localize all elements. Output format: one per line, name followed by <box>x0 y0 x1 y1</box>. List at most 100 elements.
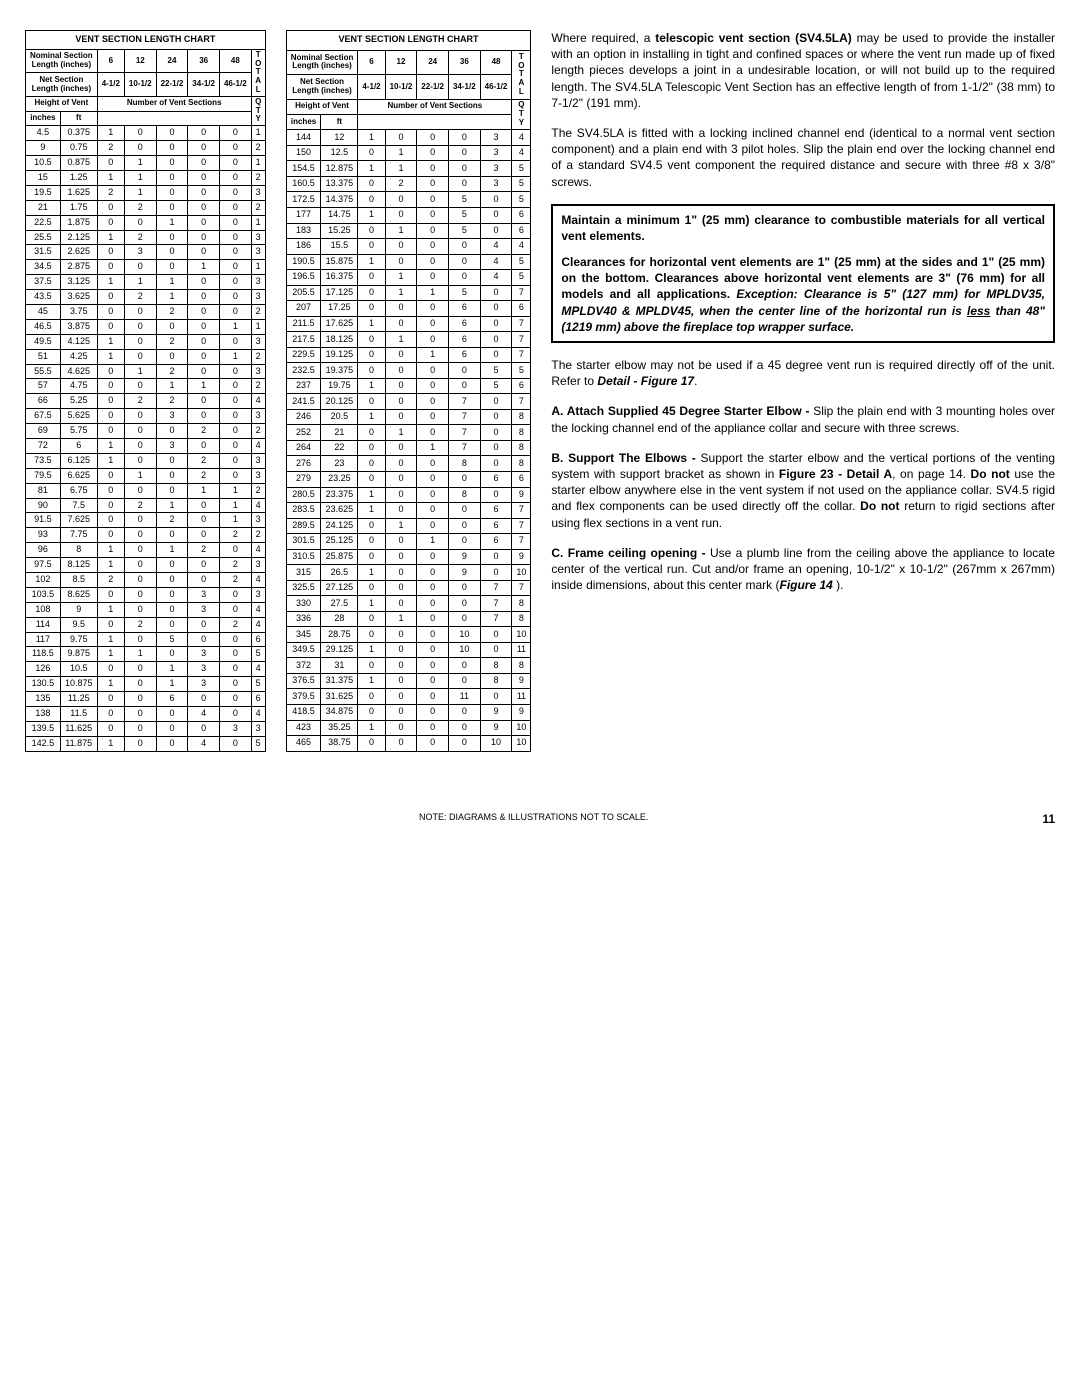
cell: 0 <box>417 316 449 332</box>
cell: 6 <box>448 332 480 348</box>
cell: 9 <box>448 565 480 581</box>
cell: 0 <box>219 543 251 558</box>
cell: 0 <box>358 534 385 550</box>
cell: 0 <box>385 658 417 674</box>
cell: 1 <box>385 611 417 627</box>
net-val: 4-1/2 <box>97 73 124 97</box>
col-head: 24 <box>156 49 188 72</box>
cell: 1 <box>124 275 156 290</box>
cell: 150 <box>286 145 321 161</box>
table-row: 26422001708 <box>286 440 531 456</box>
cell: 1 <box>188 483 220 498</box>
cell: 0 <box>219 468 251 483</box>
cell: 1 <box>219 349 251 364</box>
cell: 4 <box>480 239 512 255</box>
cell: 0 <box>385 394 417 410</box>
table-row: 67.55.625003003 <box>26 409 266 424</box>
cell: 0 <box>480 192 512 208</box>
net-val: 34-1/2 <box>448 75 480 100</box>
cell: 1 <box>358 378 385 394</box>
cell: 177 <box>286 207 321 223</box>
cell: 0 <box>188 230 220 245</box>
cell: 2 <box>251 483 265 498</box>
cell: 0 <box>219 692 251 707</box>
cell: 237 <box>286 378 321 394</box>
cell: 1 <box>358 130 385 146</box>
cell: 12.875 <box>321 161 358 177</box>
cell: 0 <box>358 285 385 301</box>
cell: 1 <box>219 319 251 334</box>
cell: 0 <box>188 156 220 171</box>
table-row: 665.25022004 <box>26 394 266 409</box>
cell: 0 <box>219 185 251 200</box>
table-row: 37231000088 <box>286 658 531 674</box>
cell: 79.5 <box>26 468 61 483</box>
cell: 0 <box>124 483 156 498</box>
table-row: 20717.25000606 <box>286 301 531 317</box>
table-row: 968101204 <box>26 543 266 558</box>
net-val: 10-1/2 <box>385 75 417 100</box>
cell: 0.75 <box>60 141 97 156</box>
cell: 0 <box>448 378 480 394</box>
cell: 6 <box>512 301 531 317</box>
cell: 0 <box>124 334 156 349</box>
cell: 2 <box>219 617 251 632</box>
cell: 0 <box>417 409 449 425</box>
table-title: VENT SECTION LENGTH CHART <box>26 31 266 50</box>
cell: 0 <box>188 141 220 156</box>
cell: 1 <box>358 673 385 689</box>
cell: 0 <box>480 285 512 301</box>
cell: 0 <box>448 363 480 379</box>
cell: 0 <box>417 130 449 146</box>
cell: 10 <box>480 736 512 752</box>
cell: 0 <box>448 270 480 286</box>
cell: 0 <box>219 394 251 409</box>
cell: 0 <box>417 704 449 720</box>
cell: 0 <box>188 528 220 543</box>
cell: 23.625 <box>321 503 358 519</box>
cell: 2 <box>219 528 251 543</box>
table-row: 418.534.875000099 <box>286 704 531 720</box>
cell: 0 <box>448 176 480 192</box>
clearance-box: Maintain a minimum 1" (25 mm) clearance … <box>551 204 1055 343</box>
table-row: 103.58.625000303 <box>26 587 266 602</box>
cell: 2.625 <box>60 245 97 260</box>
cell: 1 <box>97 647 124 662</box>
cell: 0 <box>385 207 417 223</box>
cell: 17.625 <box>321 316 358 332</box>
cell: 0 <box>480 689 512 705</box>
cell: 28.75 <box>321 627 358 643</box>
cell: 1 <box>156 498 188 513</box>
table-row: 19.51.625210003 <box>26 185 266 200</box>
cell: 5 <box>448 192 480 208</box>
cell: 0.875 <box>60 156 97 171</box>
cell: 336 <box>286 611 321 627</box>
cell: 376.5 <box>286 673 321 689</box>
cell: 6 <box>448 316 480 332</box>
net-val: 10-1/2 <box>124 73 156 97</box>
cell: 1.75 <box>60 200 97 215</box>
cell: 69 <box>26 424 61 439</box>
cell: 0 <box>448 161 480 177</box>
table-row: 25221010708 <box>286 425 531 441</box>
cell: 9 <box>512 487 531 503</box>
col-head: 48 <box>219 49 251 72</box>
cell: 2 <box>251 379 265 394</box>
cell: 24.125 <box>321 518 358 534</box>
cell: 8 <box>512 425 531 441</box>
cell: 11.5 <box>60 707 97 722</box>
hdr-qty: QTY <box>512 99 531 130</box>
cell: 1 <box>124 185 156 200</box>
cell: 1 <box>385 285 417 301</box>
cell: 0 <box>124 349 156 364</box>
table-row: 4.50.375100001 <box>26 126 266 141</box>
cell: 16.375 <box>321 270 358 286</box>
cell: 217.5 <box>286 332 321 348</box>
cell: 1 <box>251 260 265 275</box>
cell: 0 <box>219 260 251 275</box>
cell: 0 <box>448 658 480 674</box>
cell: 1 <box>358 316 385 332</box>
cell: 154.5 <box>286 161 321 177</box>
cell: 2 <box>188 453 220 468</box>
cell: 7 <box>480 611 512 627</box>
